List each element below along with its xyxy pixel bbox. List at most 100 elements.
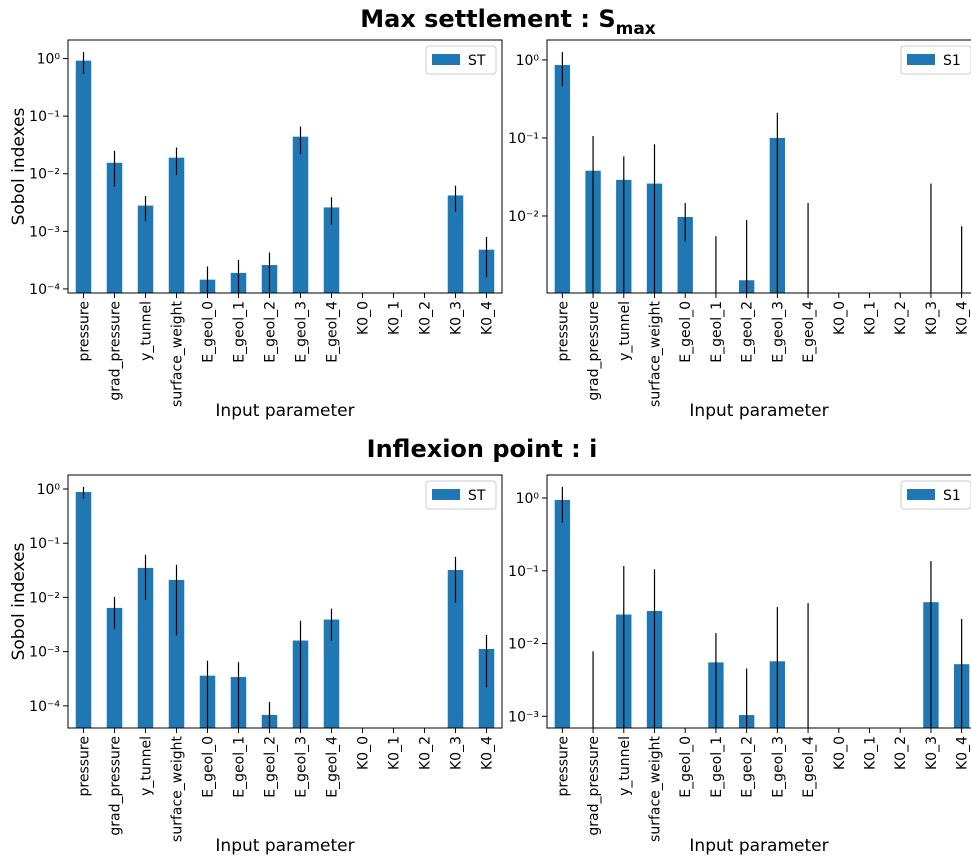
y-tick-label: 10⁻³ xyxy=(508,709,539,725)
x-tick-label: E_geol_2 xyxy=(740,301,756,363)
x-axis-label: Input parameter xyxy=(689,836,828,856)
x-tick-label: E_geol_2 xyxy=(740,736,756,798)
bar xyxy=(168,157,185,293)
y-tick-label: 10⁻² xyxy=(508,637,539,653)
bar xyxy=(323,619,340,728)
y-axis-label: Sobol indexes xyxy=(9,107,29,225)
x-tick-label: y_tunnel xyxy=(617,301,633,361)
axes-frame xyxy=(67,474,503,729)
x-tick-label: K0_2 xyxy=(418,301,434,335)
x-tick-label: pressure xyxy=(555,301,571,361)
x-tick-label: K0_4 xyxy=(955,301,971,335)
legend-frame xyxy=(425,45,497,75)
x-tick-label: E_geol_2 xyxy=(263,301,279,363)
x-tick-label: K0_0 xyxy=(356,301,372,335)
legend-swatch xyxy=(907,489,935,500)
x-axis-label: Input parameter xyxy=(215,401,354,421)
bar xyxy=(677,217,693,293)
x-tick-label: y_tunnel xyxy=(617,736,633,796)
x-tick-label: K0_1 xyxy=(863,736,879,770)
y-tick-label: 10⁻³ xyxy=(29,645,60,661)
y-tick-label: 10⁻¹ xyxy=(508,564,539,580)
x-tick-label: y_tunnel xyxy=(139,736,155,796)
x-tick-label: grad_pressure xyxy=(586,301,602,401)
y-tick-label: 10⁻³ xyxy=(29,224,60,240)
x-tick-label: E_geol_3 xyxy=(770,736,786,798)
x-tick-label: K0_2 xyxy=(418,736,434,770)
x-tick-label: E_geol_1 xyxy=(709,736,725,798)
x-tick-label: pressure xyxy=(77,736,93,796)
x-tick-label: K0_3 xyxy=(449,301,465,335)
x-tick-label: E_geol_0 xyxy=(201,301,217,363)
x-tick-label: K0_0 xyxy=(356,736,372,770)
legend-label: ST xyxy=(468,53,486,69)
x-tick-label: grad_pressure xyxy=(108,301,124,401)
x-tick-label: E_geol_3 xyxy=(294,736,310,798)
y-tick-label: 10⁻¹ xyxy=(29,536,60,552)
x-tick-label: E_geol_0 xyxy=(678,736,694,798)
bar xyxy=(106,607,123,728)
bar xyxy=(323,207,340,293)
legend-frame xyxy=(900,480,971,510)
x-tick-label: K0_4 xyxy=(955,736,971,770)
x-tick-label: K0_0 xyxy=(832,736,848,770)
x-tick-label: E_geol_0 xyxy=(201,736,217,798)
x-tick-label: surface_weight xyxy=(170,735,186,841)
bar xyxy=(137,205,154,293)
y-axis-label: Sobol indexes xyxy=(9,542,29,660)
axes-frame xyxy=(546,474,971,729)
x-tick-label: K0_3 xyxy=(924,301,940,335)
bar xyxy=(554,65,571,293)
x-tick-label: surface_weight xyxy=(170,300,186,406)
x-tick-label: E_geol_1 xyxy=(709,301,725,363)
y-tick-label: 10⁰ xyxy=(37,482,61,498)
x-tick-label: K0_4 xyxy=(480,301,496,335)
axes-frame xyxy=(546,39,971,294)
figure-title: Inflexion point : i xyxy=(367,435,598,463)
x-tick-label: K0_1 xyxy=(387,736,403,770)
bar xyxy=(106,162,123,293)
x-tick-label: pressure xyxy=(77,301,93,361)
x-tick-label: pressure xyxy=(555,736,571,796)
bar xyxy=(137,567,154,728)
x-tick-label: grad_pressure xyxy=(586,736,602,836)
legend-label: S1 xyxy=(943,53,961,69)
x-tick-label: K0_4 xyxy=(480,736,496,770)
x-tick-label: E_geol_3 xyxy=(294,301,310,363)
x-tick-label: E_geol_2 xyxy=(263,736,279,798)
y-tick-label: 10⁻² xyxy=(29,590,60,606)
x-tick-label: grad_pressure xyxy=(108,736,124,836)
legend-swatch xyxy=(432,54,460,65)
x-tick-label: K0_2 xyxy=(893,301,909,335)
y-tick-label: 10⁻² xyxy=(508,209,539,225)
bar xyxy=(75,60,92,294)
x-tick-label: K0_2 xyxy=(893,736,909,770)
figure-title: Max settlement : Smax xyxy=(360,5,656,39)
x-tick-label: E_geol_0 xyxy=(678,301,694,363)
x-tick-label: surface_weight xyxy=(648,735,664,841)
bar xyxy=(168,579,185,728)
x-tick-label: K0_0 xyxy=(832,301,848,335)
legend-swatch xyxy=(907,54,935,65)
y-tick-label: 10⁰ xyxy=(516,491,540,507)
x-tick-label: E_geol_4 xyxy=(801,736,817,798)
x-tick-label: E_geol_4 xyxy=(325,301,341,363)
bar xyxy=(554,499,571,728)
y-tick-label: 10⁻² xyxy=(29,167,60,183)
x-tick-label: E_geol_4 xyxy=(325,736,341,798)
bar xyxy=(478,648,495,728)
y-tick-label: 10⁻¹ xyxy=(29,109,60,125)
y-tick-label: 10⁻⁴ xyxy=(29,699,60,715)
x-axis-label: Input parameter xyxy=(689,401,828,421)
bar xyxy=(75,491,92,728)
legend-label: S1 xyxy=(943,488,961,504)
y-tick-label: 10⁰ xyxy=(37,52,61,68)
title-text: Max settlement : S xyxy=(360,5,615,33)
x-axis-label: Input parameter xyxy=(215,836,354,856)
x-tick-label: E_geol_4 xyxy=(801,301,817,363)
legend-frame xyxy=(425,480,497,510)
x-tick-label: K0_3 xyxy=(924,736,940,770)
x-tick-label: E_geol_1 xyxy=(232,736,248,798)
axes-frame xyxy=(67,39,503,294)
